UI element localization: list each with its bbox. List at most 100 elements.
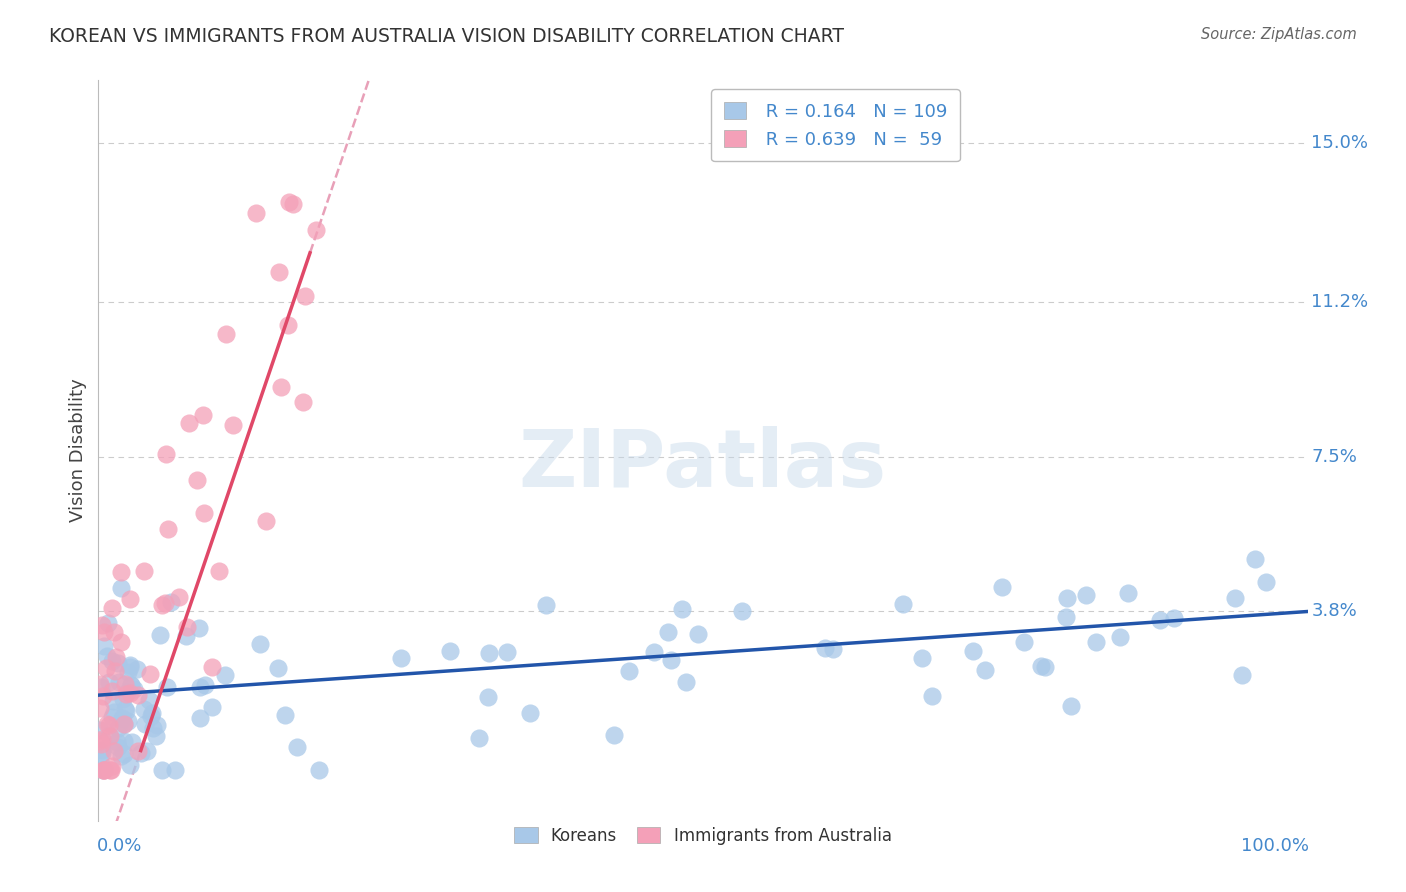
Point <box>389 651 412 665</box>
Point <box>96 717 118 731</box>
Point <box>100 764 122 778</box>
Point <box>103 625 125 640</box>
Point <box>118 686 141 700</box>
Text: Source: ZipAtlas.com: Source: ZipAtlas.com <box>1201 27 1357 42</box>
Point <box>1084 635 1107 649</box>
Point <box>152 764 174 778</box>
Point <box>990 580 1012 594</box>
Point <box>105 735 128 749</box>
Point <box>142 721 165 735</box>
Point <box>267 661 290 675</box>
Point <box>467 731 489 746</box>
Point <box>110 634 132 648</box>
Point <box>110 749 132 764</box>
Point <box>891 597 914 611</box>
Point <box>112 734 135 748</box>
Point <box>107 657 129 671</box>
Point <box>823 642 845 657</box>
Point <box>278 195 301 210</box>
Point <box>118 591 141 606</box>
Point <box>118 660 141 674</box>
Point <box>1056 591 1078 605</box>
Point <box>477 690 499 704</box>
Point <box>103 705 125 719</box>
Point <box>98 675 121 690</box>
Point <box>305 223 328 237</box>
Point <box>135 744 157 758</box>
Point <box>156 522 179 536</box>
Point <box>89 754 111 768</box>
Point <box>103 664 125 678</box>
Point <box>688 627 710 641</box>
Point <box>97 728 120 742</box>
Point <box>153 596 176 610</box>
Point <box>98 718 121 732</box>
Point <box>254 515 277 529</box>
Point <box>89 734 111 748</box>
Point <box>156 680 179 694</box>
Point <box>1033 659 1056 673</box>
Point <box>1254 574 1277 589</box>
Point <box>120 678 142 692</box>
Point <box>294 289 316 303</box>
Point <box>111 713 134 727</box>
Point <box>1225 591 1247 606</box>
Point <box>94 661 117 675</box>
Point <box>730 604 752 618</box>
Y-axis label: Vision Disability: Vision Disability <box>69 378 87 523</box>
Point <box>101 759 124 773</box>
Point <box>127 744 149 758</box>
Point <box>132 702 155 716</box>
Point <box>274 708 297 723</box>
Point <box>141 706 163 721</box>
Point <box>1108 630 1130 644</box>
Text: ZIPatlas: ZIPatlas <box>519 426 887 504</box>
Point <box>127 689 149 703</box>
Point <box>657 625 679 640</box>
Point <box>534 599 557 613</box>
Point <box>101 684 124 698</box>
Point <box>174 629 197 643</box>
Point <box>91 689 114 703</box>
Point <box>222 418 245 433</box>
Text: 0.0%: 0.0% <box>97 837 142 855</box>
Point <box>215 327 238 342</box>
Point <box>139 708 162 723</box>
Point <box>245 206 267 220</box>
Point <box>188 711 211 725</box>
Point <box>112 717 135 731</box>
Point <box>149 628 172 642</box>
Point <box>962 644 984 658</box>
Point <box>159 595 181 609</box>
Point <box>643 645 665 659</box>
Point <box>89 723 111 737</box>
Point <box>188 681 211 695</box>
Point <box>519 706 541 721</box>
Point <box>91 764 114 778</box>
Point <box>249 637 271 651</box>
Point <box>107 721 129 735</box>
Point <box>214 667 236 681</box>
Point <box>194 678 217 692</box>
Point <box>118 658 141 673</box>
Point <box>110 582 132 596</box>
Point <box>117 665 139 680</box>
Point <box>107 675 129 690</box>
Point <box>671 602 693 616</box>
Point <box>177 417 200 431</box>
Point <box>100 710 122 724</box>
Point <box>1243 551 1265 566</box>
Point <box>439 644 461 658</box>
Point <box>117 714 139 728</box>
Point <box>285 739 308 754</box>
Point <box>127 662 149 676</box>
Point <box>814 640 837 655</box>
Point <box>283 197 305 211</box>
Point <box>1012 635 1035 649</box>
Point <box>187 621 209 635</box>
Point <box>118 757 141 772</box>
Point <box>138 693 160 707</box>
Point <box>90 617 112 632</box>
Point <box>104 650 127 665</box>
Point <box>186 473 208 487</box>
